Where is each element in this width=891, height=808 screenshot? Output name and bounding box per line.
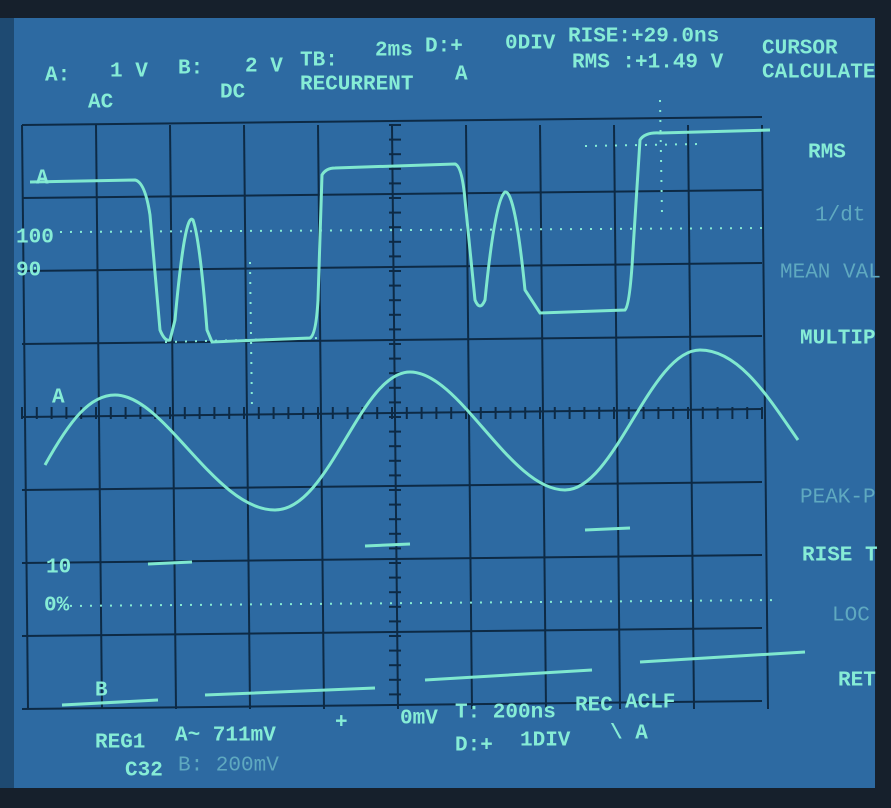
status-text: 2ms [375, 40, 413, 63]
status-text: RMS :+1.49 V [572, 52, 724, 75]
status-text: A [455, 64, 468, 87]
menu-item: RISE T [802, 545, 878, 568]
menu-header: CALCULATE [762, 62, 875, 85]
scale-label: 10 [46, 557, 71, 580]
trace-label: A [52, 387, 65, 410]
grid-line [613, 124, 621, 710]
trace-a-sine [43, 348, 800, 512]
status-text: REC [575, 695, 613, 718]
status-text: 2 V [245, 56, 283, 79]
status-text: B: [178, 58, 203, 81]
menu-item: PEAK-P [800, 487, 876, 510]
menu-item: RMS [808, 142, 846, 165]
status-text: REG1 [95, 732, 145, 755]
status-text: TB: [300, 50, 338, 73]
status-text: AC [88, 92, 114, 115]
status-text: 1DIV [520, 730, 571, 753]
status-text: \ A [610, 723, 648, 746]
grid-line [21, 262, 763, 272]
grid-line [687, 124, 695, 710]
menu-item: MEAN VAL [780, 262, 881, 285]
status-text: D:+ [425, 36, 463, 59]
screen-edge [0, 18, 14, 788]
menu-item: LOC [832, 605, 870, 628]
status-text: RECURRENT [300, 74, 413, 97]
grid-line [21, 116, 763, 126]
grid-line [21, 554, 763, 564]
status-text: 1 V [110, 61, 148, 84]
grid-line [21, 481, 763, 491]
menu-item: 1/dt [815, 205, 865, 228]
trace-a-pulse [29, 128, 771, 344]
status-text: ACLF [625, 692, 675, 715]
status-text: + [335, 712, 348, 735]
grid-line [21, 335, 763, 345]
status-text: A~ 711mV [175, 725, 276, 748]
status-text: 0DIV [505, 33, 556, 56]
menu-header: CURSOR [762, 38, 838, 61]
status-text: DC [220, 82, 246, 105]
status-text: RISE:+29.0ns [568, 26, 719, 49]
grid-line [169, 124, 177, 710]
status-text: B: 200mV [178, 755, 279, 778]
grid-line [761, 124, 769, 710]
status-text: D:+ [455, 735, 493, 758]
status-text: A: [45, 65, 70, 88]
grid-line [21, 700, 763, 710]
screen [0, 18, 875, 788]
scale-label: 0% [44, 595, 70, 618]
menu-item: RET [838, 670, 876, 693]
graticule [21, 116, 769, 710]
status-text: T: 200ns [455, 702, 556, 725]
trace-b [61, 526, 806, 707]
level-100 [59, 227, 771, 233]
status-text: C32 [125, 760, 163, 783]
trace-label: B [95, 680, 108, 703]
trace-label: A [36, 168, 49, 191]
scale-label: 100 [16, 227, 54, 250]
scale-label: 90 [16, 260, 41, 283]
menu-item: MULTIP [800, 328, 876, 351]
level-0 [59, 599, 781, 607]
status-text: 0mV [400, 708, 438, 731]
grid-line [539, 124, 547, 710]
grid-line [21, 627, 763, 637]
grid-line [243, 124, 251, 710]
